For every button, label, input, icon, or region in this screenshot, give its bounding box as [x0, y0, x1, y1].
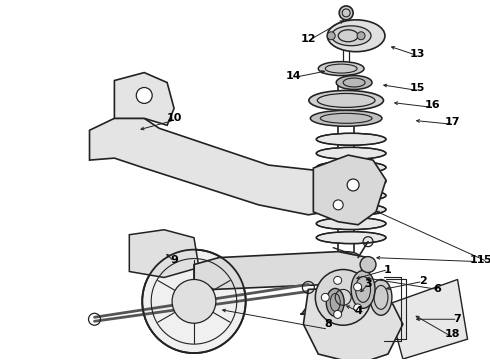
Polygon shape	[313, 155, 386, 225]
Text: 2: 2	[419, 276, 427, 287]
Polygon shape	[114, 73, 174, 125]
Text: 9: 9	[170, 255, 178, 265]
Circle shape	[327, 32, 335, 40]
Ellipse shape	[317, 203, 386, 216]
Circle shape	[142, 249, 245, 353]
Ellipse shape	[309, 90, 384, 111]
Text: 1: 1	[384, 265, 392, 275]
Text: 4: 4	[354, 306, 362, 316]
Circle shape	[316, 270, 371, 325]
Circle shape	[136, 87, 152, 103]
Ellipse shape	[326, 266, 362, 278]
Text: 11: 11	[470, 255, 485, 265]
Text: 3: 3	[364, 279, 372, 289]
Ellipse shape	[326, 288, 344, 316]
Circle shape	[357, 32, 365, 40]
Ellipse shape	[331, 26, 371, 46]
Polygon shape	[194, 252, 373, 289]
Text: 12: 12	[300, 34, 316, 44]
Ellipse shape	[317, 161, 386, 174]
Ellipse shape	[336, 76, 372, 90]
Ellipse shape	[317, 232, 386, 244]
Text: 6: 6	[434, 284, 441, 294]
Ellipse shape	[327, 20, 385, 52]
Circle shape	[354, 283, 362, 291]
Text: 14: 14	[286, 71, 301, 81]
Text: 8: 8	[324, 319, 332, 329]
Polygon shape	[90, 118, 346, 215]
Text: 18: 18	[445, 329, 460, 339]
Text: 15: 15	[410, 84, 425, 94]
Ellipse shape	[310, 111, 382, 126]
Polygon shape	[303, 287, 403, 360]
Ellipse shape	[326, 310, 362, 322]
Ellipse shape	[370, 279, 392, 315]
Polygon shape	[129, 230, 199, 278]
Ellipse shape	[326, 280, 362, 292]
Circle shape	[360, 257, 376, 273]
Circle shape	[334, 276, 342, 284]
Text: 13: 13	[410, 49, 425, 59]
Text: 10: 10	[167, 113, 182, 123]
Ellipse shape	[317, 147, 386, 159]
Ellipse shape	[317, 217, 386, 230]
Ellipse shape	[351, 270, 375, 308]
Circle shape	[354, 304, 362, 312]
Ellipse shape	[332, 252, 360, 264]
Text: 16: 16	[425, 100, 441, 111]
Ellipse shape	[317, 189, 386, 202]
Text: 17: 17	[445, 117, 460, 127]
Circle shape	[339, 6, 353, 20]
Ellipse shape	[317, 175, 386, 188]
Circle shape	[172, 279, 216, 323]
Text: 5: 5	[484, 255, 490, 265]
Circle shape	[347, 179, 359, 191]
Ellipse shape	[326, 296, 362, 307]
Polygon shape	[388, 279, 467, 359]
Ellipse shape	[318, 62, 364, 76]
Ellipse shape	[317, 133, 386, 145]
Ellipse shape	[329, 329, 359, 339]
Circle shape	[334, 310, 342, 318]
Circle shape	[333, 200, 343, 210]
Text: 7: 7	[454, 314, 462, 324]
Circle shape	[321, 293, 329, 301]
